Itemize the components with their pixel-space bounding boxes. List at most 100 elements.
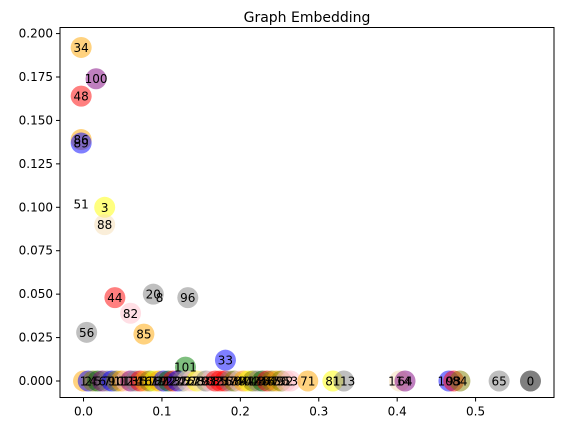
y-tick-label: 0.075 bbox=[19, 244, 53, 258]
node-point bbox=[104, 287, 126, 309]
y-tick-label: 0.000 bbox=[19, 374, 53, 388]
node-label: 43 bbox=[250, 374, 265, 388]
chart-title: Graph Embedding bbox=[244, 10, 371, 26]
node-label: 38 bbox=[226, 374, 241, 388]
node-label: 113 bbox=[332, 374, 355, 388]
node-label: 53 bbox=[283, 374, 298, 388]
node-point bbox=[70, 132, 92, 154]
node-label: 2 bbox=[84, 374, 92, 388]
y-axis: 0.000 0.025 0.050 0.075 0.100 0.125 0.150 0.175… bbox=[19, 27, 60, 388]
x-tick-label: 0.5 bbox=[466, 405, 485, 419]
node-label: 22 bbox=[161, 374, 176, 388]
node-label: 34 bbox=[74, 41, 89, 55]
node-label: 85 bbox=[136, 328, 151, 342]
node-point bbox=[214, 349, 236, 371]
node-point bbox=[94, 214, 116, 236]
node-label: 82 bbox=[123, 307, 138, 321]
node-point bbox=[488, 370, 510, 392]
node-label: 105 bbox=[437, 374, 460, 388]
node-label: 84 bbox=[452, 374, 467, 388]
node-label: 1 bbox=[80, 374, 88, 388]
node-label: 35 bbox=[212, 374, 227, 388]
y-tick-label: 0.100 bbox=[19, 200, 53, 214]
node-label: 7 bbox=[103, 374, 111, 388]
y-tick-label: 0.125 bbox=[19, 157, 53, 171]
node-label: 101 bbox=[174, 361, 197, 375]
y-tick-label: 0.175 bbox=[19, 70, 53, 84]
node-label: 64 bbox=[397, 374, 412, 388]
node-point bbox=[94, 196, 116, 218]
node-label: 33 bbox=[218, 354, 233, 368]
node-label: 30 bbox=[198, 374, 213, 388]
node-label: 26 bbox=[179, 374, 194, 388]
node-label: 46 bbox=[259, 374, 274, 388]
node-label: 25 bbox=[175, 374, 190, 388]
node-point bbox=[70, 85, 92, 107]
node-label: 6 bbox=[99, 374, 107, 388]
node-label: 56 bbox=[79, 326, 94, 340]
node-label: 31 bbox=[203, 374, 218, 388]
node-label: 3 bbox=[101, 201, 109, 215]
x-tick-label: 0.3 bbox=[309, 405, 328, 419]
node-point bbox=[76, 321, 98, 343]
node-label: 16 bbox=[137, 374, 152, 388]
node-label: 45 bbox=[255, 374, 270, 388]
node-label: 28 bbox=[189, 374, 204, 388]
node-point bbox=[449, 370, 471, 392]
node-label: 93 bbox=[446, 374, 461, 388]
node-point bbox=[177, 287, 199, 309]
node-label: 89 bbox=[74, 137, 89, 151]
node-label: 0 bbox=[527, 374, 535, 388]
y-tick-label: 0.150 bbox=[19, 113, 53, 127]
node-label: 8 bbox=[156, 291, 164, 305]
node-label: 32 bbox=[208, 374, 223, 388]
node-point bbox=[333, 370, 355, 392]
node-label: 19 bbox=[151, 374, 166, 388]
node-point bbox=[142, 283, 164, 305]
node-label: 18 bbox=[146, 374, 161, 388]
node-label: 12 bbox=[118, 374, 133, 388]
node-label: 42 bbox=[245, 374, 260, 388]
x-tick-label: 0.0 bbox=[74, 405, 93, 419]
node-label: 23 bbox=[165, 374, 180, 388]
node-label: 13 bbox=[123, 374, 138, 388]
node-label: 51 bbox=[74, 197, 89, 211]
node-label: 36 bbox=[217, 374, 232, 388]
node-label: 20 bbox=[146, 288, 161, 302]
node-label: 81 bbox=[325, 374, 340, 388]
node-label: 65 bbox=[491, 374, 506, 388]
x-tick-label: 0.4 bbox=[388, 405, 407, 419]
node-point bbox=[394, 370, 416, 392]
node-label: 71 bbox=[300, 374, 315, 388]
node-point bbox=[85, 68, 107, 90]
node-point bbox=[297, 370, 319, 392]
node-label: 88 bbox=[97, 218, 112, 232]
node-label: 4 bbox=[89, 374, 97, 388]
node-label: 96 bbox=[180, 291, 195, 305]
node-label: 50 bbox=[273, 374, 288, 388]
node-label: 49 bbox=[269, 374, 284, 388]
y-tick-label: 0.025 bbox=[19, 331, 53, 345]
node-label: 11 bbox=[114, 374, 129, 388]
node-label: 14 bbox=[128, 374, 143, 388]
node-label: 15 bbox=[132, 374, 147, 388]
node-point bbox=[120, 302, 142, 324]
node-label: 39 bbox=[231, 374, 246, 388]
node-label: 40 bbox=[236, 374, 251, 388]
node-label: 100 bbox=[85, 72, 108, 86]
node-label: 37 bbox=[222, 374, 237, 388]
x-tick-label: 0.1 bbox=[152, 405, 171, 419]
node-label: 27 bbox=[184, 374, 199, 388]
node-label: 86 bbox=[74, 133, 89, 147]
node-label: 24 bbox=[170, 374, 185, 388]
node-label: 9 bbox=[108, 374, 116, 388]
node-point bbox=[280, 370, 302, 392]
node-label: 17 bbox=[142, 374, 157, 388]
node-label: 44 bbox=[107, 291, 122, 305]
node-label: 10 bbox=[109, 374, 124, 388]
node-point bbox=[70, 36, 92, 58]
node-point bbox=[519, 370, 541, 392]
node-label: 114 bbox=[388, 374, 411, 388]
